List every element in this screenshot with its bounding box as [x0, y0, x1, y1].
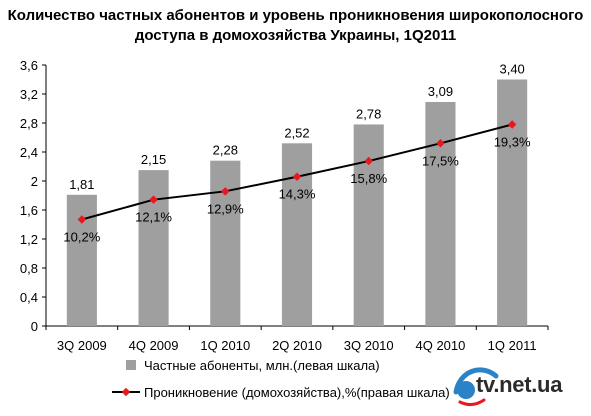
x-tick-label: 3Q 2009: [57, 338, 107, 353]
line-point-marker: [436, 139, 445, 148]
x-tick-label: 4Q 2009: [129, 338, 179, 353]
x-tick-label: 3Q 2010: [344, 338, 394, 353]
bar: [138, 170, 169, 326]
bar-value-label: 3,40: [499, 62, 524, 77]
y-tick-label: 2: [31, 174, 38, 189]
bar-value-label: 2,15: [141, 152, 166, 167]
bar-value-label: 3,09: [428, 84, 453, 99]
brand-name: tv.net.ua: [476, 372, 563, 397]
line-value-label: 10,2%: [63, 230, 100, 245]
bar-value-label: 2,52: [284, 125, 309, 140]
x-tick-label: 2Q 2010: [272, 338, 322, 353]
line-point-marker: [292, 172, 302, 181]
chart-title-line1: Количество частных абонентов и уровень п…: [7, 7, 584, 24]
line-value-label: 14,3%: [279, 187, 316, 202]
y-tick-label: 2,8: [20, 116, 38, 131]
y-tick-label: 3,2: [20, 87, 38, 102]
bar-value-label: 2,78: [356, 106, 381, 121]
legend-line-label: Проникновение (домохозяйства),%(правая ш…: [144, 385, 450, 400]
y-tick-label: 1,6: [20, 203, 38, 218]
bar: [353, 124, 384, 326]
y-tick-label: 1,2: [20, 232, 38, 247]
line-value-label: 12,9%: [207, 201, 244, 216]
legend-bar-swatch: [126, 360, 136, 370]
chart-title: Количество частных абонентов и уровень п…: [0, 6, 591, 46]
bar: [210, 160, 241, 326]
y-tick-label: 2,4: [20, 145, 38, 160]
bar: [66, 194, 97, 326]
line-value-label: 15,8%: [350, 171, 387, 186]
line-value-label: 12,1%: [135, 210, 172, 225]
legend-line-marker: [121, 387, 131, 397]
bar: [497, 79, 528, 326]
line-value-label: 17,5%: [422, 153, 459, 168]
chart-title-line2: доступа в домохозяйства Украины, 1Q2011: [134, 27, 457, 44]
bar-value-label: 1,81: [69, 177, 94, 192]
y-tick-label: 0: [31, 319, 38, 334]
line-point-marker: [221, 187, 230, 196]
y-tick-label: 0,8: [20, 261, 38, 276]
brand-logo-icon: [453, 367, 499, 407]
line-point-marker: [507, 120, 517, 129]
x-tick-label: 4Q 2010: [415, 338, 465, 353]
x-tick-label: 1Q 2011: [488, 338, 537, 353]
x-tick-label: 1Q 2010: [200, 338, 250, 353]
bar: [425, 101, 456, 326]
line-value-label: 19,3%: [494, 135, 531, 150]
y-tick-label: 3,6: [20, 58, 38, 73]
legend-bar-label: Частные абоненты, млн.(левая шкала): [144, 358, 380, 373]
line-point-marker: [77, 215, 87, 224]
bar: [281, 143, 313, 326]
y-tick-label: 0,4: [20, 290, 38, 305]
line-point-marker: [149, 195, 158, 204]
line-point-marker: [364, 156, 373, 166]
bar-value-label: 2,28: [213, 143, 238, 158]
